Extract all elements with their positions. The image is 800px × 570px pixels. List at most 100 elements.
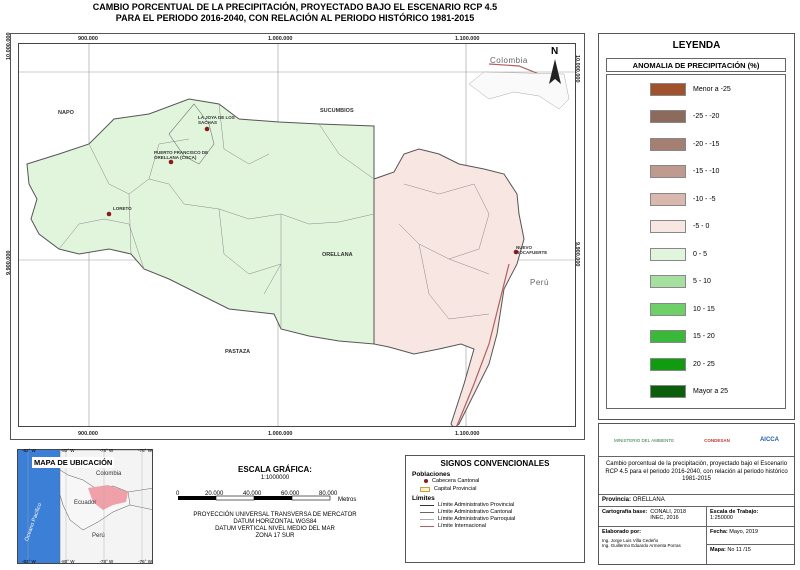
info-description: Cambio porcentual de la precipitación, p… xyxy=(599,457,794,495)
escala-cell: Escala de Trabajo: 1:250000 xyxy=(707,507,761,526)
north-arrow xyxy=(549,59,561,84)
scale-tick-2: 40.000 xyxy=(243,491,262,497)
projection-info: PROYECCIÓN UNIVERSAL TRANSVERSA DE MERCA… xyxy=(160,512,390,540)
scale-tick-3: 60.000 xyxy=(281,491,300,497)
scale-tick-4: 80.000 xyxy=(319,491,338,497)
label-joya: LA JOYA DE LOS SACHAS xyxy=(198,115,235,125)
lim-prov: Límite Administrativo Provincial xyxy=(438,502,515,508)
legend-label: -20 - -15 xyxy=(693,140,720,148)
label-napo: NAPO xyxy=(58,110,74,116)
ocean-area xyxy=(18,450,60,563)
label-nuevo: NUEVO ROCAFUERTE xyxy=(516,245,548,255)
label-loreto: LORETO xyxy=(113,206,132,211)
logos-row: MINISTERIO DEL AMBIENTE CONDESAN AICCA xyxy=(599,424,794,457)
cartografia-value: CONALI, 2018 INEC, 2016 xyxy=(650,509,687,521)
fecha-label: Fecha: xyxy=(710,529,728,535)
loc-tick-top-4: -76° W xyxy=(138,448,152,453)
loc-peru: Perú xyxy=(92,533,105,539)
coord-bottom-1: 900.000 xyxy=(78,431,98,437)
point-nuevo xyxy=(513,249,519,255)
cartografia-cell: Cartografía base: CONALI, 2018 INEC, 201… xyxy=(599,507,707,526)
point-loreto xyxy=(106,211,112,217)
scale-tick-1: 20.000 xyxy=(205,491,224,497)
legend-subtitle: ANOMALIA DE PRECIPITACIÓN (%) xyxy=(606,58,786,72)
legend-box xyxy=(606,74,786,409)
legend-title: LEYENDA xyxy=(672,40,721,51)
lim-parr-row: Límite Administrativo Parroquial xyxy=(420,516,584,522)
loc-tick-top-3: -78° W xyxy=(99,448,114,453)
coord-bottom-2: 1.000.000 xyxy=(268,431,293,437)
autor-2: Ing. Guillermo Eduardo Armenta Porras xyxy=(602,543,681,548)
mapa-cell: Mapa: No 11 /15 xyxy=(707,545,794,555)
provincia-label: Provincia: xyxy=(602,497,632,503)
lim-int-symbol xyxy=(420,525,434,527)
projection-line-2: DATUM HORIZONTAL WGS84 xyxy=(233,519,317,525)
label-sucumbios: SUCUMBIOS xyxy=(320,108,354,114)
legend-swatch xyxy=(650,137,686,151)
provincia-value: ORELLANA xyxy=(632,497,665,503)
autor-1: Ing. Jorge Luis Villa Cedeño xyxy=(602,538,659,543)
lim-cant-row: Límite Administrativo Cantonal xyxy=(420,509,584,515)
escala-value: 1:250000 xyxy=(710,515,733,521)
legend-swatch xyxy=(650,302,686,316)
signos-capital-row: Capital Provincial xyxy=(420,486,584,492)
location-map-title: MAPA DE UBICACIÓN xyxy=(32,457,115,468)
label-orellana: ORELLANA xyxy=(322,252,353,258)
lim-parr: Límite Administrativo Parroquial xyxy=(438,516,516,522)
location-map xyxy=(17,449,153,564)
legend-swatch xyxy=(650,110,686,123)
legend-swatch xyxy=(650,357,686,371)
loc-bottom-ticks: -82° W -80° W -78° W -76° W xyxy=(22,559,152,564)
lim-int-row: Límite Internacional xyxy=(420,523,584,529)
scale-unit: Metros xyxy=(338,497,357,503)
lim-cant-symbol xyxy=(420,511,434,513)
elaborado-label: Elaborado por: xyxy=(602,529,642,535)
signos-capital: Capital Provincial xyxy=(434,486,477,492)
legend-swatch xyxy=(650,220,686,233)
legend-swatch xyxy=(650,385,686,398)
fecha-cell: Fecha: Mayo, 2019 xyxy=(707,527,794,545)
legend-label: -5 - 0 xyxy=(693,223,710,230)
label-peru: Perú xyxy=(530,278,549,287)
coord-top-1: 900.000 xyxy=(78,36,98,42)
signos-poblaciones: Poblaciones xyxy=(412,471,451,478)
elaborado-row: Elaborado por: Ing. Jorge Luis Villa Ced… xyxy=(599,527,794,564)
region-pink xyxy=(373,148,525,426)
loc-tick-bottom-4: -76° W xyxy=(138,559,152,564)
scale-bar xyxy=(178,495,331,501)
coord-top-2: 1.000.000 xyxy=(268,36,293,42)
legend-label: 20 - 25 xyxy=(693,360,715,368)
title-line-1: CAMBIO PORCENTUAL DE LA PRECIPITACIÓN, P… xyxy=(92,2,498,12)
orellana-map-svg xyxy=(19,44,575,426)
cartografia-label: Cartografía base: xyxy=(602,509,648,515)
projection-line-3: DATUM VERTICAL NIVEL MEDIO DEL MAR xyxy=(215,526,335,532)
legend-swatch xyxy=(650,275,686,288)
legend-swatch xyxy=(650,192,686,206)
loc-tick-bottom-2: -80° W xyxy=(60,559,75,564)
legend-label: Menor a -25 xyxy=(693,85,731,93)
cartografia-row: Cartografía base: CONALI, 2018 INEC, 201… xyxy=(599,507,794,527)
scale-title: ESCALA GRÁFICA: xyxy=(238,465,312,474)
fecha-value: Mayo, 2019 xyxy=(729,529,759,535)
label-puerto: PUERTO FRANCISCO DE ORELLANA (COCA) xyxy=(154,150,209,160)
capital-symbol xyxy=(420,486,430,492)
orellana-highlight xyxy=(88,485,128,510)
lim-prov-symbol xyxy=(420,504,434,506)
scale-ticks: 0 20.000 40.000 60.000 80.000 Metros xyxy=(160,491,390,503)
loc-top-ticks: -82° W -80° W -78° W -76° W xyxy=(22,448,152,453)
label-north: N xyxy=(551,46,559,57)
lim-prov-row: Límite Administrativo Provincial xyxy=(420,502,584,508)
cabecera-symbol xyxy=(424,479,428,483)
legend-swatch xyxy=(650,247,686,261)
loc-tick-bottom-1: -82° W xyxy=(22,559,36,564)
point-joya xyxy=(204,126,210,132)
logo-aicca: AICCA xyxy=(759,437,779,443)
scale-tick-0: 0 xyxy=(176,491,180,497)
scale-ratio: 1:1000000 xyxy=(260,475,290,481)
legend-swatch xyxy=(650,165,686,178)
internal-boundaries xyxy=(58,103,490,329)
legend-frame xyxy=(598,33,795,420)
projection-line-4: ZONA 17 SUR xyxy=(255,533,295,539)
mapa-value: No 11 /15 xyxy=(727,547,751,553)
fecha-mapa-cell: Fecha: Mayo, 2019 Mapa: No 11 /15 xyxy=(707,527,794,564)
